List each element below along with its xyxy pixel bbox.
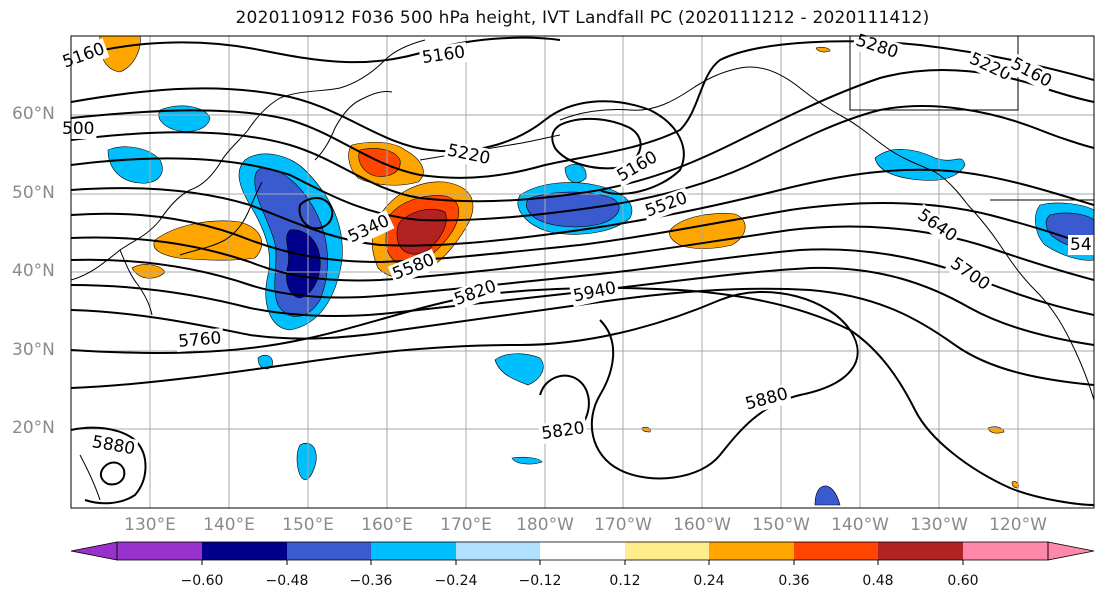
contour-5220 [71, 87, 685, 195]
contour-5520 [71, 202, 1094, 264]
colorbar-tick-label: −0.24 [434, 573, 478, 589]
positive-anomaly-small4 [641, 426, 651, 433]
positive-anomaly-small2 [815, 46, 831, 53]
lon-label-150e: 150°E [282, 515, 334, 535]
contour-5880-east [71, 291, 859, 480]
colorbar-swatch [287, 542, 371, 560]
contour-loop-kuril [298, 197, 334, 230]
lon-label-130w: 130°W [910, 515, 968, 535]
lon-label-170e: 170°E [440, 515, 492, 535]
lon-label-180w: 180°W [516, 515, 574, 535]
contour-5460 [71, 168, 1094, 247]
coast-alaska [559, 66, 1094, 401]
coast-philippines [79, 454, 101, 501]
map-frame [70, 35, 1095, 509]
negative-anomaly-sub4 [511, 456, 543, 465]
colorbar [70, 541, 1095, 565]
lat-label-50n: 50°N [12, 183, 55, 203]
lon-label-140e: 140°E [203, 515, 255, 535]
colorbar-tick-label: −0.60 [180, 573, 224, 589]
colorbar-tick-label: 0.24 [693, 573, 725, 589]
contour-label: 54 [1070, 235, 1092, 255]
colorbar-tick-label: 0.36 [778, 573, 810, 589]
colorbar-tick-label: −0.48 [265, 573, 309, 589]
contour-5160-north [71, 36, 561, 64]
colorbar-swatch [709, 542, 794, 560]
colorbar-swatch [963, 542, 1048, 560]
colorbar-swatch [371, 542, 456, 560]
lat-label-40n: 40°N [12, 261, 55, 281]
contour-5880-west [71, 426, 147, 505]
lat-label-30n: 30°N [12, 340, 55, 360]
positive-anomaly-small1 [987, 426, 1005, 434]
lat-label-20n: 20°N [12, 418, 55, 438]
colorbar-tick-label: −0.36 [349, 573, 393, 589]
negative-anomaly-central-top [564, 163, 587, 183]
lon-label-160w: 160°W [673, 515, 731, 535]
negative-anomaly-nw [107, 146, 163, 184]
contour-5760 [71, 287, 1094, 386]
colorbar-extend-high [1047, 541, 1095, 561]
lon-label-130e: 130°E [124, 515, 176, 535]
contour-loop-nak [551, 117, 642, 170]
lat-label-60n: 60°N [12, 104, 55, 124]
colorbar-swatch [794, 542, 878, 560]
lon-label-160e: 160°E [361, 515, 413, 535]
coast-aleutians [419, 134, 561, 161]
lon-label-120w: 120°W [989, 515, 1047, 535]
colorbar-outline [116, 541, 1049, 561]
contour-5580 [71, 225, 1094, 282]
lon-label-140w: 140°W [831, 515, 889, 535]
contour-5280 [71, 40, 1094, 179]
colorbar-tick-label: 0.48 [862, 573, 894, 589]
contour-5340 [71, 68, 1094, 203]
contour-label: 5760 [177, 328, 222, 352]
contour-5820 [71, 286, 1094, 506]
colorbar-swatch [625, 542, 709, 560]
colorbar-extend-low [70, 541, 118, 561]
negative-anomaly-sub5 [814, 485, 841, 506]
contour-label: 500 [62, 119, 94, 139]
coast-asia [71, 39, 426, 281]
map-title: 2020110912 F036 500 hPa height, IVT Land… [235, 8, 930, 28]
colorbar-swatch [878, 542, 963, 560]
colorbar-tick-label: 0.60 [947, 573, 979, 589]
colorbar-tick-label: 0.12 [609, 573, 641, 589]
contour-5400 [71, 105, 1094, 222]
colorbar-swatch [540, 542, 625, 560]
colorbar-tick-label: −0.12 [518, 573, 562, 589]
colorbar-swatch [456, 542, 540, 560]
colorbar-swatch [117, 542, 202, 560]
coast-kamchatka [314, 91, 393, 161]
contour-ring [99, 461, 126, 486]
colorbar-swatch [202, 542, 287, 560]
negative-anomaly-nw2 [158, 105, 211, 132]
negative-anomaly-sub1 [494, 353, 544, 386]
lon-label-170w: 170°W [594, 515, 652, 535]
positive-anomaly-japan [153, 220, 263, 261]
lon-label-150w: 150°W [752, 515, 810, 535]
